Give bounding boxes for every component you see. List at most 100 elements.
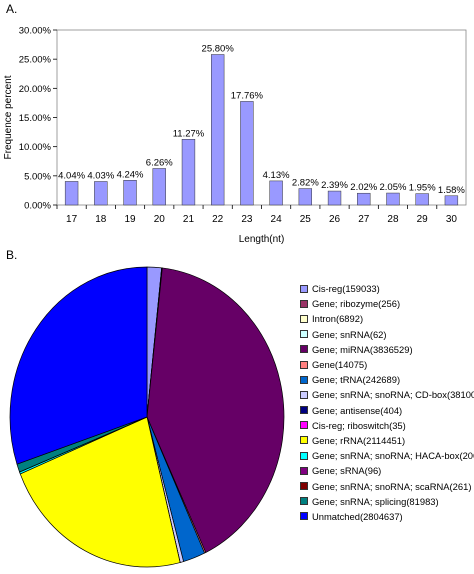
legend-swatch [300,345,308,354]
bar [211,54,225,206]
legend-label: Gene; snRNA; snoRNA; CD-box(38100) [312,389,474,401]
pie-legend: Cis-reg(159033) Gene; ribozyme(256) Intron… [300,281,474,524]
bar [123,180,137,206]
bar [64,181,79,206]
pie-slice [9,266,148,465]
pie-chart [9,266,285,568]
bar [152,168,166,206]
pie-slice [19,416,181,568]
panel-a-label: A. [6,2,18,16]
x-tick-label: 29 [417,214,429,225]
bar [269,180,283,206]
legend-label: Cis-reg(159033) [312,283,380,295]
legend-label: Gene; snRNA; snoRNA; HACA-box(20675) [312,450,474,462]
legend-label: Gene; sRNA(96) [312,465,382,477]
x-tick-label: 17 [66,214,78,225]
x-tick-label: 22 [212,214,224,225]
legend-swatch [300,330,308,339]
legend-swatch [300,497,308,506]
bar [94,181,108,206]
data-label: 2.05% [379,182,406,193]
x-tick-label: 24 [271,214,283,225]
bar [181,139,196,206]
legend-label: Gene; ribozyme(256) [312,298,401,310]
data-label: 11.27% [173,128,205,139]
legend-label: Gene; antisense(404) [312,404,403,416]
legend-label: Gene; snRNA; splicing(81983) [312,495,439,507]
legend-label: Gene(14075) [312,359,368,371]
bar-chart: 0.00% 5.00% 10.00% 15.00% 20.00% 25.00% 30.00%… [3,26,467,245]
legend-swatch [300,466,308,475]
data-label: 4.03% [87,170,114,181]
bar [415,193,429,206]
legend-label: Gene; snRNA(62) [312,328,387,340]
legend-swatch [300,406,308,415]
legend-label: Gene; tRNA(242689) [312,374,401,386]
data-label: 4.13% [263,170,290,181]
x-tick-label: 20 [154,214,166,225]
data-label: 2.82% [292,178,319,189]
legend-item: Gene(14075) [300,357,474,372]
legend-swatch [300,512,308,521]
legend-item: Gene; ribozyme(256) [300,296,474,311]
data-label: 6.26% [146,157,173,168]
legend-swatch [300,451,308,460]
legend-item: Gene; snRNA; snoRNA; scaRNA(261) [300,478,474,493]
legend-item: Gene; tRNA(242689) [300,372,474,387]
y-tick-label: 25.00% [19,55,52,66]
bar [240,101,254,206]
y-tick-label: 10.00% [19,142,52,153]
legend-swatch [300,314,308,323]
data-label: 1.58% [438,185,465,196]
legend-label: Gene; rRNA(2114451) [312,434,406,446]
legend-item: Gene; rRNA(2114451) [300,433,474,448]
legend-item: Gene; miRNA(3836529) [300,342,474,357]
legend-swatch [300,299,308,308]
legend-item: Cis-reg; riboswitch(35) [300,418,474,433]
legend-swatch [300,421,308,430]
y-tick-label: 20.00% [19,84,52,95]
legend-swatch [300,284,308,293]
data-label: 2.02% [350,182,377,193]
legend-item: Gene; antisense(404) [300,403,474,418]
bar [386,192,400,206]
bar [327,190,342,206]
panel-b-label: B. [6,248,18,262]
data-label: 1.95% [409,183,436,194]
bar [357,192,371,206]
x-tick-label: 25 [300,214,312,225]
x-tick-label: 19 [124,214,136,225]
y-tick-label: 0.00% [24,201,51,212]
x-tick-label: 18 [95,214,107,225]
legend-item: Gene; snRNA; snoRNA; HACA-box(20675) [300,448,474,463]
y-axis-title: Frequence percent [3,75,14,159]
data-label: 17.76% [231,90,264,101]
legend-swatch [300,390,308,399]
pie-slice [146,267,285,553]
x-axis-title: Length(nt) [239,234,285,245]
legend-item: Gene; sRNA(96) [300,463,474,478]
data-label: 4.04% [58,170,85,181]
legend-swatch [300,360,308,369]
x-tick-label: 23 [241,214,253,225]
bar [444,195,459,206]
legend-label: Cis-reg; riboswitch(35) [312,419,406,431]
y-tick-label: 30.00% [19,26,52,37]
legend-item: Gene; snRNA; splicing(81983) [300,494,474,509]
data-label: 4.24% [117,169,144,180]
bar [298,188,312,206]
x-tick-label: 26 [329,214,341,225]
data-label: 2.39% [321,180,348,191]
y-tick-label: 5.00% [24,171,51,182]
y-tick-label: 15.00% [19,113,52,124]
legend-item: Intron(6892) [300,311,474,326]
x-tick-label: 28 [387,214,399,225]
legend-swatch [300,436,308,445]
data-label: 25.80% [202,44,235,55]
legend-label: Intron(6892) [312,313,364,325]
legend-swatch [300,482,308,491]
legend-label: Gene; miRNA(3836529) [312,343,413,355]
legend-swatch [300,375,308,384]
legend-item: Unmatched(2804637) [300,509,474,524]
x-tick-label: 27 [358,214,370,225]
